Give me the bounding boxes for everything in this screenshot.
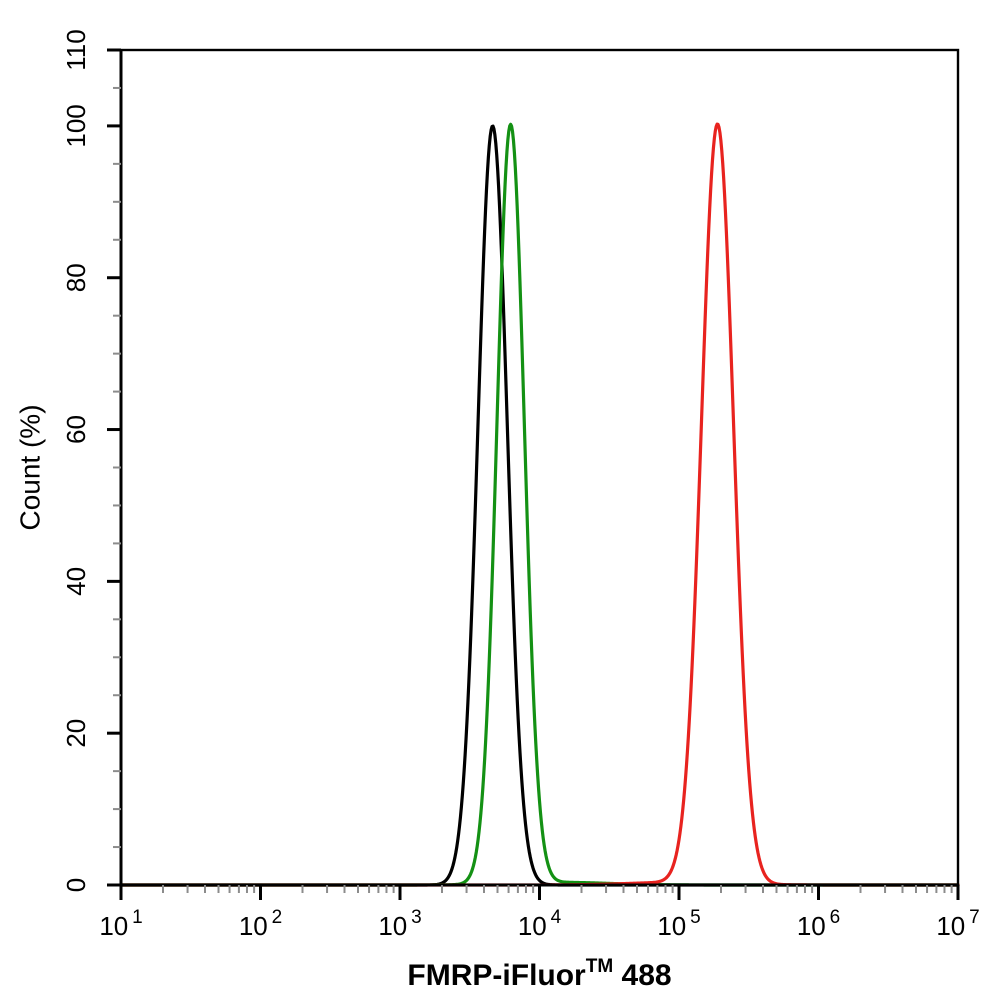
y-axis-title: Count (%) [14, 404, 45, 530]
series-curve-red-peak [119, 122, 960, 887]
x-tick-label: 10 6 [797, 907, 840, 941]
x-tick-label: 10 1 [99, 907, 142, 941]
y-tick-label: 20 [61, 719, 91, 748]
y-tick-label: 100 [61, 104, 91, 147]
y-tick-label: 110 [61, 29, 91, 70]
y-tick-label: 0 [61, 878, 91, 892]
x-tick-label: 10 3 [378, 907, 421, 941]
series-curve-black-peak [119, 124, 960, 887]
x-tick-label: 10 2 [239, 907, 282, 941]
x-tick-label: 10 5 [657, 907, 700, 941]
y-tick-label: 40 [61, 567, 91, 596]
series-curve-green-peak [119, 122, 960, 887]
x-tick-label: 10 7 [936, 907, 979, 941]
y-tick-label: 60 [61, 415, 91, 444]
y-tick-label: 80 [61, 263, 91, 292]
x-axis-title: FMRP-iFluorTM 488 [407, 956, 671, 992]
plot-border [119, 48, 960, 887]
x-tick-label: 10 4 [518, 907, 562, 941]
